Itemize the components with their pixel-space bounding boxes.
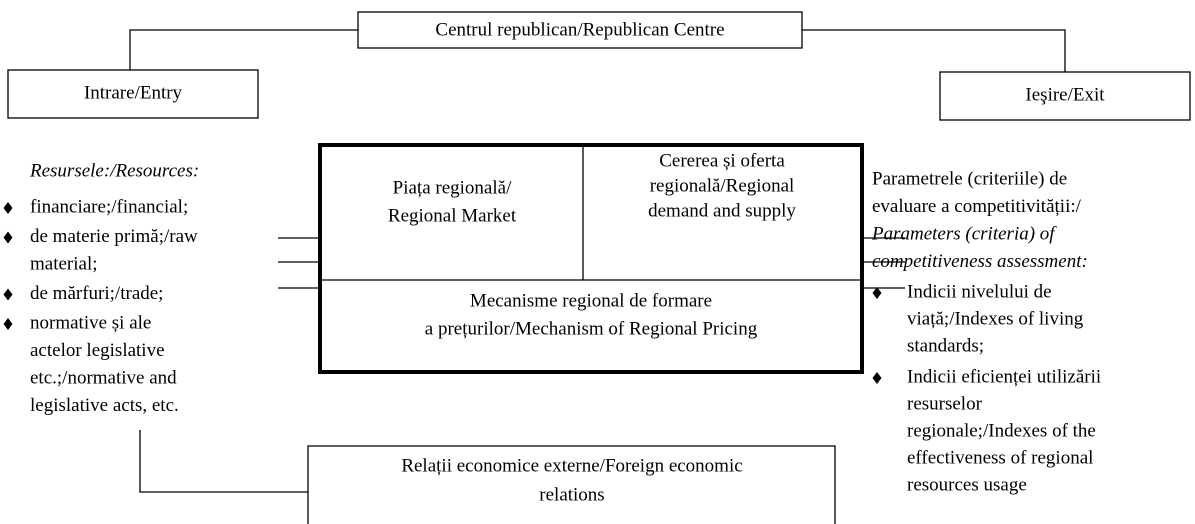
foreign-box	[307, 445, 836, 524]
parameter-item: regionale;/Indexes of the	[907, 420, 1096, 441]
parameter-item: Indicii eficienței utilizării	[907, 366, 1101, 387]
connector	[802, 29, 1066, 72]
market-label: Regional Market	[388, 205, 517, 226]
bullet	[3, 318, 13, 330]
resource-item: de mărfuri;/trade;	[30, 283, 163, 304]
center-box	[318, 143, 864, 374]
parameters-heading: competitiveness assessment:	[872, 251, 1088, 272]
top-label: Centrul republican/Republican Centre	[435, 19, 724, 40]
entry-label: Intrare/Entry	[84, 82, 183, 103]
resource-item: material;	[30, 253, 98, 274]
parameters-heading: Parametrele (criteriile) de	[872, 168, 1067, 189]
parameter-item: effectiveness of regional	[907, 447, 1093, 468]
demand-supply-label: demand and supply	[648, 200, 796, 221]
demand-supply-label: Cererea și oferta	[659, 150, 785, 171]
connector	[139, 430, 308, 493]
resource-item: financiare;/financial;	[30, 196, 188, 217]
pricing-label: Mecanisme regional de formare	[470, 290, 712, 311]
connector	[129, 29, 358, 70]
parameter-item: resources usage	[907, 474, 1027, 495]
resources-heading: Resursele:/Resources:	[29, 160, 199, 181]
bullet	[3, 202, 13, 214]
foreign-label: relations	[539, 484, 604, 505]
exit-label: Ieşire/Exit	[1025, 84, 1105, 105]
resource-item: actelor legislative	[30, 340, 165, 361]
bullet	[872, 287, 882, 299]
foreign-label: Relații economice externe/Foreign econom…	[401, 455, 742, 476]
parameter-item: resurselor	[907, 393, 983, 414]
parameters-heading: Parameters (criteria) of	[871, 223, 1057, 244]
resource-item: etc.;/normative and	[30, 367, 177, 388]
parameter-item: Indicii nivelului de	[907, 281, 1052, 302]
parameter-item: standards;	[907, 335, 984, 356]
exit-box	[939, 71, 1191, 121]
resource-item: legislative acts, etc.	[30, 395, 179, 416]
parameter-item: viață;/Indexes of living	[907, 308, 1084, 329]
entry-box	[7, 69, 259, 119]
bullet	[3, 288, 13, 301]
resource-item: normative și ale	[30, 312, 151, 333]
bullet	[3, 231, 13, 244]
resource-item: de materie primă;/raw	[30, 226, 198, 247]
market-label: Piața regională/	[393, 177, 512, 198]
top-box	[357, 11, 803, 49]
bullet	[872, 372, 882, 384]
demand-supply-label: regională/Regional	[650, 175, 795, 196]
pricing-label: a prețurilor/Mechanism of Regional Prici…	[425, 318, 758, 339]
parameters-heading: evaluare a competitivității:/	[872, 196, 1082, 217]
